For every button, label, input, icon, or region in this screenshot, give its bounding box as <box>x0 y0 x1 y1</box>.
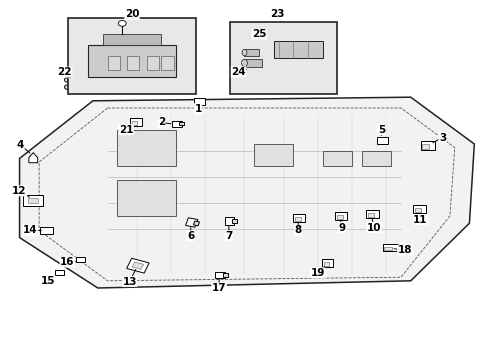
Bar <box>107 56 120 70</box>
Bar <box>225 217 234 225</box>
Ellipse shape <box>241 59 247 67</box>
Bar <box>420 141 434 150</box>
Text: 3: 3 <box>438 132 445 143</box>
Bar <box>146 56 159 70</box>
Bar <box>231 219 236 223</box>
Text: 4: 4 <box>17 140 24 150</box>
Bar <box>244 49 259 56</box>
Text: 7: 7 <box>224 231 232 241</box>
Bar <box>421 144 428 149</box>
Bar <box>335 212 346 220</box>
Bar <box>384 247 391 250</box>
Bar <box>254 144 293 166</box>
Bar <box>336 215 342 219</box>
Bar <box>67 78 81 82</box>
Text: 16: 16 <box>60 257 75 267</box>
Text: 22: 22 <box>57 67 72 77</box>
Ellipse shape <box>64 85 69 89</box>
Bar <box>130 118 142 126</box>
Polygon shape <box>20 97 473 288</box>
Bar <box>414 208 420 212</box>
Circle shape <box>118 21 126 26</box>
Bar <box>68 18 195 94</box>
Text: 1: 1 <box>194 104 201 114</box>
Text: 8: 8 <box>294 225 301 235</box>
Text: 23: 23 <box>270 9 285 19</box>
Bar <box>126 258 149 273</box>
Bar <box>273 41 322 58</box>
Bar <box>132 262 143 269</box>
Bar <box>322 151 351 166</box>
Text: 21: 21 <box>119 125 133 135</box>
Bar <box>323 262 328 266</box>
Bar <box>214 272 225 278</box>
Bar <box>131 121 137 125</box>
Text: 18: 18 <box>397 245 411 255</box>
Bar <box>185 218 198 227</box>
Text: 10: 10 <box>366 222 381 233</box>
Text: 6: 6 <box>187 231 194 241</box>
Text: 17: 17 <box>211 283 226 293</box>
Bar <box>67 85 81 89</box>
Bar <box>161 56 173 70</box>
Bar <box>294 217 300 221</box>
Polygon shape <box>29 153 38 163</box>
Bar <box>229 22 337 94</box>
Text: 14: 14 <box>23 225 38 235</box>
Bar <box>117 180 176 216</box>
Text: 15: 15 <box>41 276 55 286</box>
Text: 12: 12 <box>12 186 27 196</box>
Bar <box>293 214 305 222</box>
Bar <box>260 37 279 45</box>
Text: 24: 24 <box>231 67 245 77</box>
Bar <box>366 210 378 218</box>
Bar <box>382 244 397 251</box>
Bar <box>412 205 425 213</box>
Text: 5: 5 <box>377 125 384 135</box>
Text: 13: 13 <box>122 276 137 287</box>
Bar <box>322 259 332 267</box>
Bar <box>247 64 256 69</box>
Bar <box>55 270 64 275</box>
Bar <box>127 56 139 70</box>
Bar <box>23 195 43 206</box>
Bar <box>102 34 161 45</box>
Bar <box>117 130 176 166</box>
Text: 2: 2 <box>158 117 164 127</box>
Bar <box>40 227 53 234</box>
Bar <box>193 221 199 226</box>
Text: 9: 9 <box>338 222 345 233</box>
Bar <box>361 151 390 166</box>
Bar <box>223 274 227 276</box>
Bar <box>76 257 85 262</box>
Bar <box>244 59 261 67</box>
Bar <box>88 45 176 77</box>
Text: 11: 11 <box>412 215 427 225</box>
Text: 19: 19 <box>310 268 325 278</box>
Ellipse shape <box>64 78 69 82</box>
Bar <box>194 98 204 105</box>
Text: 25: 25 <box>251 29 266 39</box>
Bar <box>172 121 182 127</box>
Bar <box>28 198 38 203</box>
Bar <box>179 122 184 125</box>
Bar <box>367 213 373 217</box>
Bar <box>376 137 387 144</box>
Text: 20: 20 <box>124 9 139 19</box>
Ellipse shape <box>242 49 246 56</box>
